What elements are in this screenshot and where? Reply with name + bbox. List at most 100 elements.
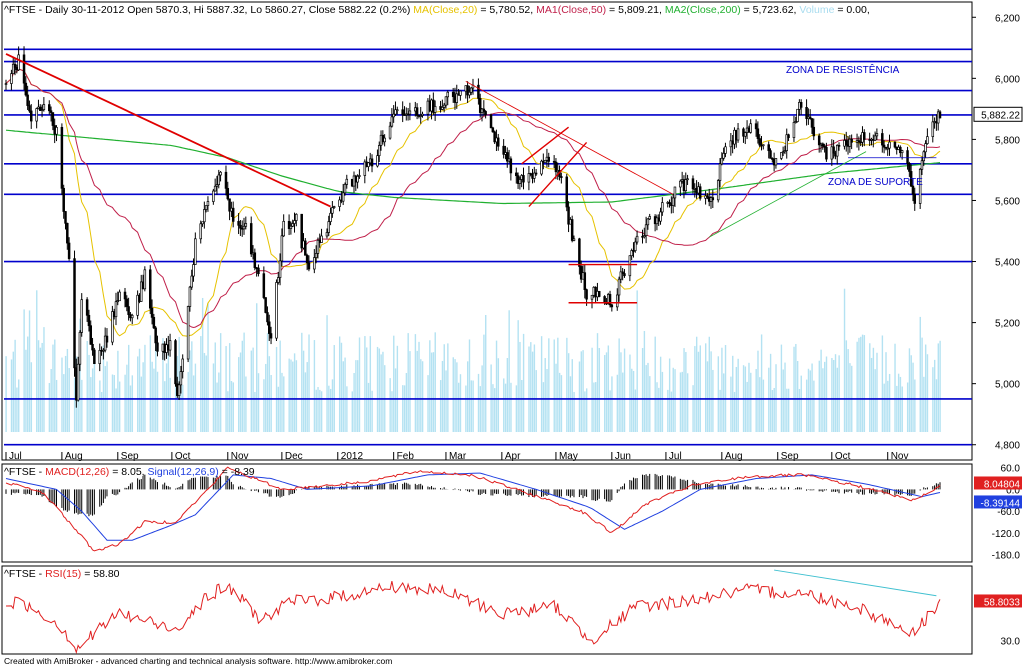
volume-bar (620, 352, 622, 432)
header-part: MA1(Close,50) (536, 4, 606, 16)
candle-body (64, 211, 67, 224)
volume-bar (245, 376, 247, 432)
volume-bar (658, 387, 660, 432)
volume-bar (746, 381, 748, 432)
volume-bar (522, 333, 525, 432)
candle-body (401, 109, 404, 115)
volume-bar (351, 391, 353, 432)
volume-bar (737, 358, 739, 432)
volume-bar (25, 349, 27, 432)
candle-body (341, 192, 345, 202)
candle-body (275, 282, 278, 339)
candle-body (304, 240, 307, 256)
volume-bar (636, 290, 638, 432)
volume-bar (102, 345, 105, 432)
volume-bar (531, 351, 534, 432)
candle-body (192, 264, 195, 277)
candle-body (199, 223, 202, 240)
volume-bar (216, 382, 218, 432)
candle-body (262, 273, 266, 298)
candle-body (87, 314, 91, 327)
candle-body (837, 144, 841, 147)
candle-body (882, 144, 886, 148)
volume-bar (331, 379, 334, 432)
volume-bar (809, 370, 811, 432)
candle-body (938, 111, 942, 119)
volume-bar (194, 363, 197, 432)
candle-body (585, 289, 588, 300)
volume-bar (775, 364, 777, 432)
candle-body (78, 332, 82, 365)
candle-body (823, 145, 826, 148)
month-label: Dec (285, 451, 303, 462)
volume-bar (733, 391, 736, 432)
candle-body (433, 106, 437, 113)
volume-bar (93, 351, 96, 432)
volume-bar (328, 385, 330, 432)
volume-bar (924, 344, 927, 432)
candle-body (482, 108, 486, 112)
volume-bar (870, 357, 873, 432)
candle-body (325, 232, 329, 237)
volume-bar (86, 340, 88, 432)
volume-bar (225, 346, 227, 432)
candle-body (459, 90, 462, 96)
volume-bar (402, 385, 404, 432)
price-tick-label: 5,600 (995, 196, 1020, 207)
candle-body (698, 186, 702, 199)
candle-body (206, 201, 210, 206)
volume-bar (227, 391, 229, 432)
candle-body (722, 153, 725, 159)
volume-bar (710, 351, 712, 432)
candle-body (186, 306, 190, 360)
candle-body (560, 176, 563, 178)
candle-body (906, 150, 909, 164)
volume-bar (914, 379, 916, 432)
candle-body (278, 260, 282, 278)
volume-bar (721, 347, 723, 432)
macd-tick-label: 0.0 (1006, 485, 1020, 496)
ma200-line (5, 129, 941, 205)
candle-body (242, 225, 246, 230)
macd-last-label-box (974, 476, 1022, 490)
volume-bar (933, 359, 936, 432)
volume-bar (36, 290, 38, 432)
volume-bar (604, 355, 606, 432)
candle-body (911, 185, 915, 195)
volume-bar (391, 391, 393, 432)
candle-body (415, 107, 419, 116)
header-part: ^FTSE - Daily 30-11-2012 Open 5870.3, Hi… (4, 4, 413, 16)
candle-body (217, 174, 221, 185)
volume-bar (452, 357, 454, 432)
candle-body (367, 162, 370, 168)
candle-body (239, 224, 242, 229)
candle-body (572, 238, 576, 241)
month-label: Nov (891, 451, 909, 462)
candle-body (489, 114, 493, 129)
volume-bar (129, 385, 132, 432)
volume-bar (113, 375, 115, 432)
candle-body (534, 172, 538, 175)
volume-bar (54, 339, 56, 432)
candle-body (617, 278, 621, 296)
volume-bar (757, 350, 759, 432)
signal-line (5, 472, 941, 541)
volume-bar (585, 388, 588, 432)
volume-bar (515, 385, 518, 432)
candle-body (825, 146, 828, 160)
volume-bar (555, 363, 557, 432)
volume-bar (906, 382, 909, 432)
volume-bar (887, 380, 889, 432)
candle-body (478, 98, 482, 113)
volume-bar (254, 391, 256, 432)
volume-bar (569, 376, 572, 432)
price-tick-label: 6,200 (995, 13, 1020, 24)
volume-bar (762, 379, 765, 432)
candle-body (888, 141, 891, 149)
candle-body (515, 172, 518, 177)
volume-bar (346, 386, 348, 432)
volume-bar (326, 315, 328, 432)
candle-body (60, 127, 64, 189)
volume-bar (888, 373, 891, 432)
